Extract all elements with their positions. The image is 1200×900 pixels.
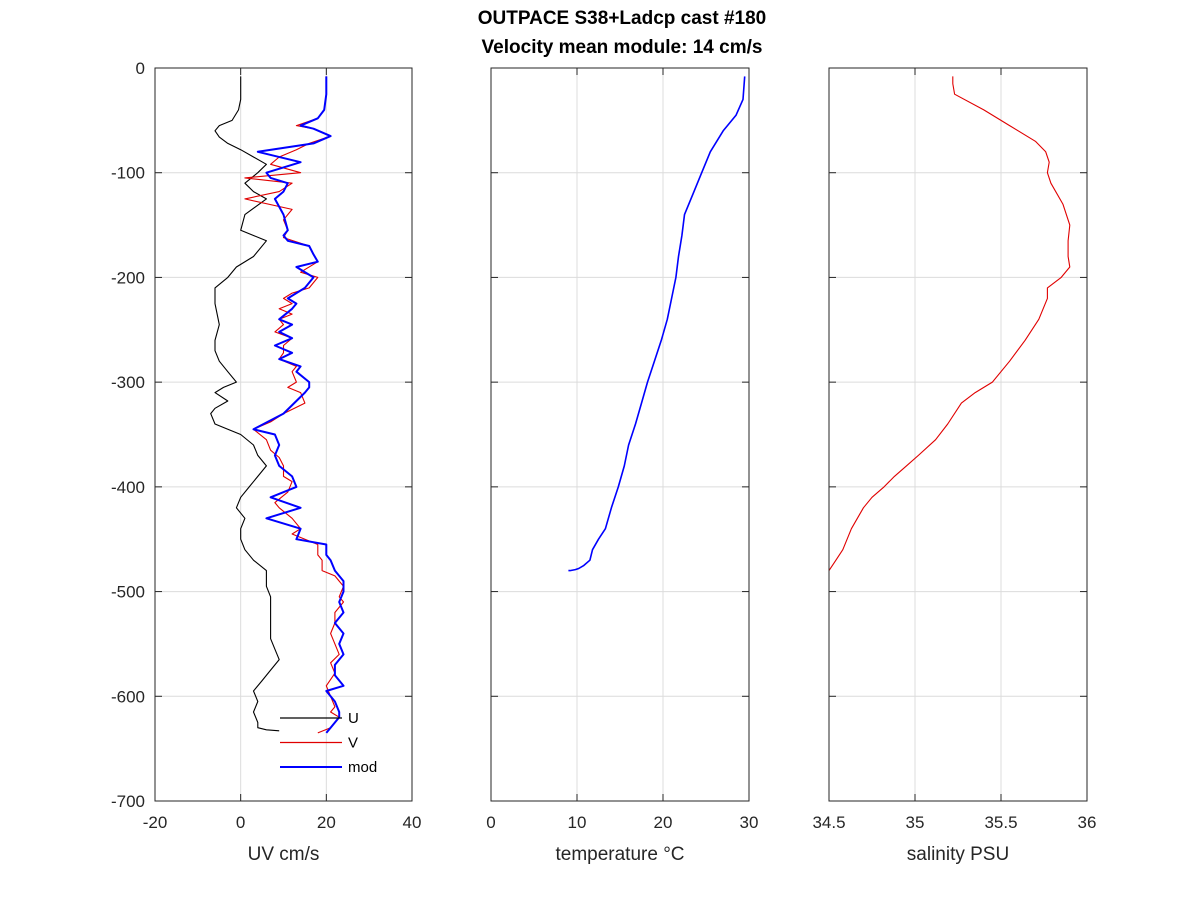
legend-label-U: U bbox=[348, 710, 359, 727]
velocity-panel: -20 0 20 400-100-200-300-400-500-600-700UV … bbox=[111, 59, 421, 865]
x-tick-label: 0 bbox=[486, 813, 495, 832]
y-tick-label: -500 bbox=[111, 583, 145, 602]
series-line-V bbox=[244, 76, 345, 734]
temperature-panel: 0 10 20 30 temperature °C bbox=[486, 67, 759, 865]
x-tick-label: 20 bbox=[317, 813, 336, 832]
y-tick-label: -700 bbox=[111, 792, 145, 811]
y-tick-label: -300 bbox=[111, 373, 145, 392]
figure-title-line2: Velocity mean module: 14 cm/s bbox=[482, 37, 763, 58]
y-tick-label: -400 bbox=[111, 478, 145, 497]
y-tick-label: -100 bbox=[111, 164, 145, 183]
axes-box bbox=[154, 67, 413, 802]
x-tick-label: 35 bbox=[906, 813, 925, 832]
legend-label-V: V bbox=[348, 735, 358, 752]
x-tick-label: 34.5 bbox=[812, 813, 845, 832]
figure-title-line1: OUTPACE S38+Ladcp cast #180 bbox=[478, 8, 766, 29]
x-tick-label: 30 bbox=[740, 813, 759, 832]
x-tick-label: 0 bbox=[236, 813, 245, 832]
series-line-salinity bbox=[828, 76, 1071, 571]
x-tick-label: 35.5 bbox=[984, 813, 1017, 832]
series-line-mod bbox=[252, 76, 345, 734]
series-line-U bbox=[210, 76, 280, 732]
salinity-panel: 34.5 35 35.5 36 salinity PSU bbox=[812, 67, 1097, 865]
legend-label-mod: mod bbox=[348, 759, 377, 776]
x-axis-label: UV cm/s bbox=[248, 844, 320, 865]
y-tick-label: -200 bbox=[111, 268, 145, 287]
series-line-temperature bbox=[568, 76, 746, 572]
axes-box bbox=[828, 67, 1088, 802]
x-tick-label: 20 bbox=[654, 813, 673, 832]
y-tick-label: 0 bbox=[136, 59, 145, 78]
x-tick-label: -20 bbox=[143, 813, 168, 832]
axes-box bbox=[490, 67, 750, 802]
x-tick-label: 36 bbox=[1078, 813, 1097, 832]
x-axis-label: temperature °C bbox=[555, 844, 684, 865]
y-tick-label: -600 bbox=[111, 687, 145, 706]
x-tick-label: 40 bbox=[403, 813, 422, 832]
x-tick-label: 10 bbox=[568, 813, 587, 832]
x-axis-label: salinity PSU bbox=[907, 844, 1009, 865]
